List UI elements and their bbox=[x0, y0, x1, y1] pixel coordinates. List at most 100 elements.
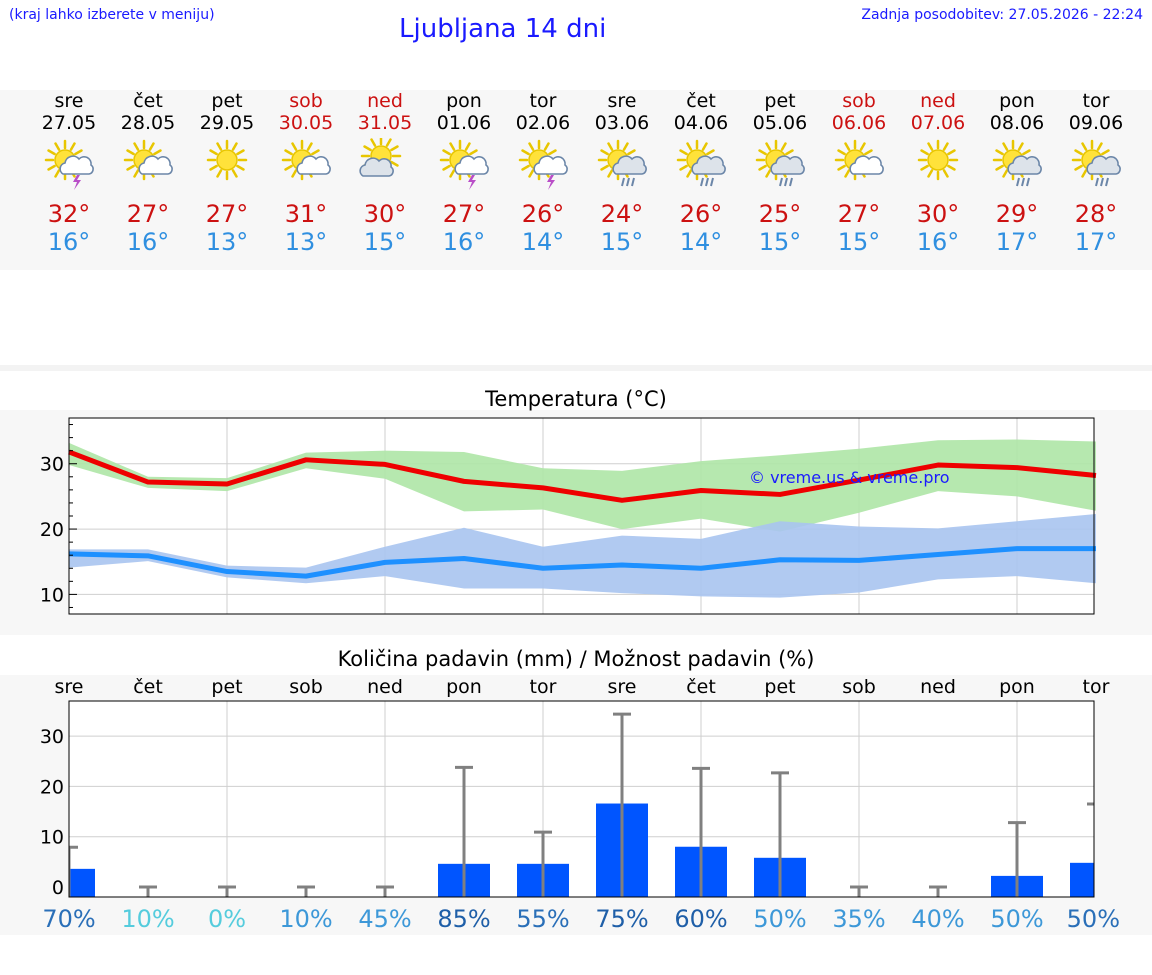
precipitation-day-label: tor bbox=[530, 676, 557, 698]
day-date: 09.06 bbox=[1068, 112, 1124, 134]
min-temperature: 16° bbox=[916, 228, 960, 256]
page-title: Ljubljana 14 dni bbox=[399, 14, 607, 44]
day-date: 02.06 bbox=[515, 112, 571, 134]
max-temperature: 25° bbox=[758, 200, 802, 228]
max-temperature: 28° bbox=[1074, 200, 1118, 228]
day-date: 29.05 bbox=[199, 112, 255, 134]
max-temperature: 27° bbox=[205, 200, 249, 228]
last-update-label: Zadnja posodobitev: 27.05.2026 - 22:24 bbox=[861, 7, 1143, 23]
max-temperature: 31° bbox=[284, 200, 328, 228]
max-temperature: 30° bbox=[916, 200, 960, 228]
forecast-day: pet 05.06 25° 15° bbox=[740, 90, 820, 256]
precipitation-probability-label: 50% bbox=[990, 905, 1043, 933]
precipitation-probability-label: 35% bbox=[832, 905, 885, 933]
cloud-sun-icon bbox=[359, 138, 402, 177]
day-name: sob bbox=[842, 90, 876, 112]
day-name: tor bbox=[1082, 90, 1110, 112]
y-tick-label: 0 bbox=[52, 877, 64, 899]
max-temperature: 24° bbox=[600, 200, 644, 228]
day-date: 07.06 bbox=[910, 112, 966, 134]
forecast-day: ned 31.05 30° 15° bbox=[345, 90, 425, 256]
section-divider bbox=[0, 365, 1152, 371]
precipitation-probability-label: 0% bbox=[208, 905, 246, 933]
day-date: 03.06 bbox=[594, 112, 650, 134]
precipitation-day-label: čet bbox=[686, 676, 716, 698]
min-temperature: 15° bbox=[363, 228, 407, 256]
min-temperature: 13° bbox=[205, 228, 249, 256]
forecast-day: sre 27.05 32° 16° bbox=[29, 90, 109, 256]
day-name: ned bbox=[920, 90, 956, 112]
forecast-day: tor 02.06 26° 14° bbox=[503, 90, 583, 256]
sun-cloud-icon bbox=[123, 139, 173, 181]
precipitation-probability-label: 40% bbox=[911, 905, 964, 933]
sun-cloud-icon bbox=[834, 139, 884, 181]
precipitation-day-label: sob bbox=[842, 676, 876, 698]
min-temperature: 17° bbox=[995, 228, 1039, 256]
precipitation-day-label: pon bbox=[446, 676, 482, 698]
watermark: © vreme.us & vreme.pro bbox=[749, 468, 950, 487]
precipitation-probability-label: 75% bbox=[595, 905, 648, 933]
precipitation-day-label: tor bbox=[1083, 676, 1110, 698]
precipitation-day-label: pon bbox=[999, 676, 1035, 698]
min-temperature: 15° bbox=[758, 228, 802, 256]
day-date: 08.06 bbox=[989, 112, 1045, 134]
precipitation-marks bbox=[69, 712, 1094, 897]
sun-cloud-thunder-icon bbox=[518, 139, 568, 190]
day-name: sob bbox=[289, 90, 323, 112]
max-temperature: 32° bbox=[47, 200, 91, 228]
max-temperature: 27° bbox=[442, 200, 486, 228]
precipitation-probability-label: 85% bbox=[437, 905, 490, 933]
precipitation-chart-title: Količina padavin (mm) / Možnost padavin … bbox=[337, 647, 815, 671]
precipitation-probability-label: 60% bbox=[674, 905, 727, 933]
forecast-day: pon 01.06 27° 16° bbox=[424, 90, 504, 256]
forecast-day: ned 07.06 30° 16° bbox=[898, 90, 978, 256]
precipitation-probability-label: 50% bbox=[1067, 905, 1120, 933]
forecast-day: tor 09.06 28° 17° bbox=[1056, 90, 1136, 256]
min-temperature: 14° bbox=[521, 228, 565, 256]
precipitation-day-label: sob bbox=[289, 676, 323, 698]
max-temperature-line bbox=[68, 449, 1097, 503]
min-temperature: 16° bbox=[47, 228, 91, 256]
max-temperature: 27° bbox=[837, 200, 881, 228]
min-temperature: 14° bbox=[679, 228, 723, 256]
precipitation-probability-label: 50% bbox=[753, 905, 806, 933]
precipitation-probability-label: 55% bbox=[516, 905, 569, 933]
min-temperature: 16° bbox=[442, 228, 486, 256]
forecast-day: pet 29.05 27° 13° bbox=[187, 90, 267, 256]
max-temperature: 29° bbox=[995, 200, 1039, 228]
day-name: sre bbox=[54, 90, 84, 112]
precipitation-probability-label: 10% bbox=[279, 905, 332, 933]
sun-cloud-rain-icon bbox=[1071, 139, 1121, 187]
min-temperature: 15° bbox=[837, 228, 881, 256]
precipitation-day-label: sre bbox=[55, 676, 84, 698]
day-name: pon bbox=[999, 90, 1035, 112]
day-date: 30.05 bbox=[278, 112, 334, 134]
sun-cloud-thunder-icon bbox=[439, 139, 489, 190]
day-date: 28.05 bbox=[120, 112, 176, 134]
y-tick-label: 10 bbox=[40, 584, 64, 606]
precipitation-day-label: pet bbox=[764, 676, 795, 698]
precipitation-probability-label: 10% bbox=[121, 905, 174, 933]
day-name: pet bbox=[764, 90, 796, 112]
sun-cloud-thunder-icon bbox=[44, 139, 94, 190]
min-temperature-range-band bbox=[69, 514, 1096, 598]
forecast-strip-background bbox=[0, 90, 1152, 270]
header-location-note[interactable]: (kraj lahko izberete v meniju) bbox=[9, 7, 215, 23]
precipitation-day-label: ned bbox=[920, 676, 956, 698]
day-name: tor bbox=[529, 90, 557, 112]
precipitation-day-label: pet bbox=[211, 676, 242, 698]
sun-cloud-rain-icon bbox=[676, 139, 726, 187]
day-name: pon bbox=[446, 90, 482, 112]
min-temperature-line bbox=[68, 546, 1096, 579]
forecast-day: sre 03.06 24° 15° bbox=[582, 90, 662, 256]
forecast-day: pon 08.06 29° 17° bbox=[977, 90, 1057, 256]
y-tick-label: 10 bbox=[40, 827, 64, 849]
day-date: 01.06 bbox=[436, 112, 492, 134]
day-name: čet bbox=[686, 90, 716, 112]
precipitation-day-label: ned bbox=[367, 676, 403, 698]
y-tick-label: 30 bbox=[40, 454, 64, 476]
sun-cloud-rain-icon bbox=[597, 139, 647, 187]
max-temperature: 26° bbox=[521, 200, 565, 228]
day-date: 05.06 bbox=[752, 112, 808, 134]
sun-icon bbox=[917, 139, 959, 181]
